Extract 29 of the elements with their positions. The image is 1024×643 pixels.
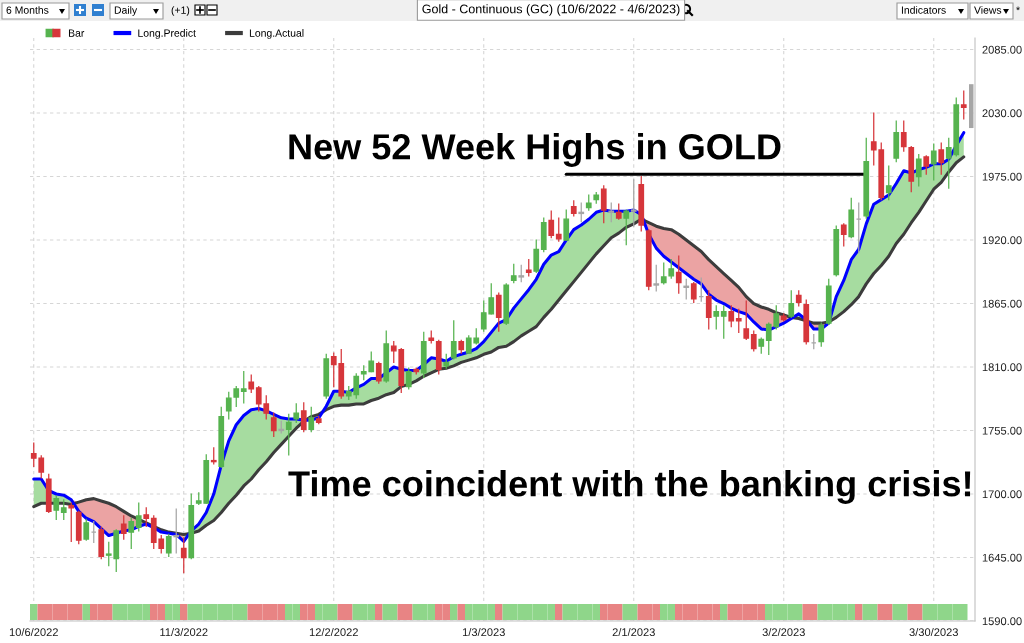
y-tick-label: 1700.00 [982,490,1022,499]
x-tick-label: 3/30/2023 [909,627,958,637]
y-tick-label: 1865.00 [982,299,1022,308]
x-tick-label: 11/3/2022 [160,627,208,637]
text: Views [974,6,1002,14]
x-tick-label: 1/3/2023 [462,627,505,637]
y-tick-label: 1810.00 [982,363,1022,372]
chart-title: Gold - Continuous (GC) (10/6/2022 - 4/6/2023) [422,4,680,16]
legend-label: Long.Actual [249,29,304,39]
annotation: New 52 Week Highs in GOLD [289,133,781,167]
y-tick-label: 1920.00 [982,236,1022,245]
annotation: Time coincident with the banking crisis! [288,470,971,504]
y-tick-label: 1975.00 [982,172,1022,181]
text: * [1016,6,1020,11]
text: Indicators [901,6,946,14]
y-tick-label: 1590.00 [982,617,1022,626]
y-tick-label: 2085.00 [982,45,1022,54]
legend-label: Bar [68,29,85,37]
text: 6 Months [6,6,49,14]
x-tick-label: 10/6/2022 [9,627,58,637]
x-tick-label: 2/1/2023 [612,627,655,637]
text: (+1) [171,6,190,16]
legend-label: Long.Predict [138,29,196,39]
x-tick-label: 3/2/2023 [762,627,805,637]
y-tick-label: 1755.00 [982,426,1022,435]
y-tick-label: 1645.00 [982,553,1022,562]
x-tick-label: 12/2/2022 [309,627,358,637]
y-tick-label: 2030.00 [982,109,1022,118]
text: Daily [114,6,138,16]
